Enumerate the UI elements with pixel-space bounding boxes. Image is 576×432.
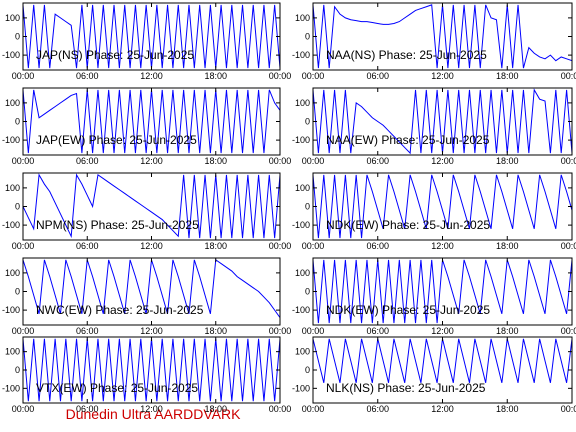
phase-line: [23, 173, 280, 239]
x-tick-label: 18:00: [204, 241, 227, 251]
panel-title: NPM(NS) Phase: 25-Jun-2025: [36, 218, 199, 232]
y-tick-label: 0: [305, 32, 310, 42]
x-tick-label: 18:00: [496, 241, 519, 251]
x-tick-label: 00:00: [561, 71, 576, 81]
panel-title: NAA(EW) Phase: 25-Jun-2025: [326, 133, 490, 147]
x-tick-label: 00:00: [302, 156, 325, 166]
panel: [313, 174, 572, 239]
x-tick-label: 06:00: [366, 404, 389, 414]
x-tick-label: 18:00: [496, 156, 519, 166]
panel-title: NAA(NS) Phase: 25-Jun-2025: [326, 48, 487, 62]
x-tick-label: 00:00: [561, 156, 576, 166]
x-tick-label: 00:00: [561, 326, 576, 336]
x-tick-label: 06:00: [76, 156, 99, 166]
phase-line: [313, 174, 572, 239]
x-tick-label: 12:00: [140, 156, 163, 166]
phase-line: [313, 338, 572, 383]
x-tick-label: 00:00: [269, 326, 292, 336]
panel-title: VTX(EW) Phase: 25-Jun-2025: [36, 381, 198, 395]
x-tick-label: 06:00: [366, 156, 389, 166]
x-tick-label: 00:00: [12, 156, 35, 166]
x-tick-label: 00:00: [269, 241, 292, 251]
x-tick-label: 00:00: [12, 71, 35, 81]
y-tick-label: -100: [2, 220, 20, 230]
y-tick-label: 0: [305, 287, 310, 297]
y-tick-label: -100: [292, 305, 310, 315]
panel-title: NWC(EW) Phase: 25-Jun-2025: [36, 303, 204, 317]
y-tick-label: 0: [305, 365, 310, 375]
y-tick-label: 100: [295, 183, 310, 193]
y-tick-label: 100: [5, 268, 20, 278]
x-tick-label: 06:00: [366, 241, 389, 251]
y-tick-label: -100: [2, 135, 20, 145]
footer: Dunedin Ultra AARDDVARK: [66, 406, 241, 422]
panel: [23, 173, 280, 239]
x-tick-label: 00:00: [269, 404, 292, 414]
x-tick-label: 06:00: [76, 71, 99, 81]
panel: [313, 338, 572, 383]
y-tick-label: 100: [5, 13, 20, 23]
x-tick-label: 06:00: [76, 326, 99, 336]
y-tick-label: 100: [295, 268, 310, 278]
x-tick-label: 12:00: [431, 241, 454, 251]
x-tick-label: 18:00: [496, 404, 519, 414]
panel-title: NDK(EW) Phase: 25-Jun-2025: [326, 218, 490, 232]
panel-title: NLK(NS) Phase: 25-Jun-2025: [326, 381, 486, 395]
y-tick-label: 100: [5, 183, 20, 193]
x-tick-label: 18:00: [496, 326, 519, 336]
x-tick-label: 06:00: [366, 326, 389, 336]
x-tick-label: 00:00: [302, 404, 325, 414]
x-tick-label: 18:00: [204, 156, 227, 166]
x-tick-label: 18:00: [204, 404, 227, 414]
y-tick-label: 0: [15, 32, 20, 42]
y-tick-label: 0: [305, 202, 310, 212]
x-tick-label: 00:00: [12, 326, 35, 336]
y-tick-label: 100: [295, 98, 310, 108]
y-tick-label: 100: [295, 347, 310, 357]
x-tick-label: 00:00: [302, 71, 325, 81]
panel-title: NDK(EW) Phase: 25-Jun-2025: [326, 303, 490, 317]
x-tick-label: 00:00: [12, 241, 35, 251]
x-tick-label: 18:00: [496, 71, 519, 81]
y-tick-label: -100: [292, 135, 310, 145]
panel-title: JAP(EW) Phase: 25-Jun-2025: [36, 133, 197, 147]
x-tick-label: 06:00: [76, 241, 99, 251]
y-tick-label: 0: [15, 365, 20, 375]
x-tick-label: 00:00: [302, 241, 325, 251]
x-tick-label: 18:00: [204, 71, 227, 81]
x-tick-label: 12:00: [431, 326, 454, 336]
x-tick-label: 12:00: [140, 71, 163, 81]
x-tick-label: 00:00: [12, 404, 35, 414]
panel-title: JAP(NS) Phase: 25-Jun-2025: [36, 48, 194, 62]
x-tick-label: 18:00: [204, 326, 227, 336]
y-tick-label: 100: [295, 13, 310, 23]
y-tick-label: 100: [5, 98, 20, 108]
x-tick-label: 12:00: [140, 404, 163, 414]
x-tick-label: 06:00: [76, 404, 99, 414]
y-tick-label: -100: [2, 50, 20, 60]
y-tick-label: -100: [2, 383, 20, 393]
y-tick-label: -100: [292, 220, 310, 230]
y-tick-label: 0: [305, 117, 310, 127]
y-tick-label: 0: [15, 117, 20, 127]
x-tick-label: 12:00: [140, 326, 163, 336]
x-tick-label: 06:00: [366, 71, 389, 81]
x-tick-label: 12:00: [431, 71, 454, 81]
y-tick-label: 0: [15, 287, 20, 297]
x-tick-label: 12:00: [431, 156, 454, 166]
y-tick-label: -100: [292, 383, 310, 393]
y-tick-label: -100: [292, 50, 310, 60]
y-tick-label: 100: [5, 347, 20, 357]
x-tick-label: 00:00: [269, 156, 292, 166]
x-tick-label: 12:00: [431, 404, 454, 414]
x-tick-label: 00:00: [302, 326, 325, 336]
x-tick-label: 00:00: [561, 404, 576, 414]
y-tick-label: -100: [2, 305, 20, 315]
x-tick-label: 00:00: [561, 241, 576, 251]
x-tick-label: 00:00: [269, 71, 292, 81]
x-tick-label: 12:00: [140, 241, 163, 251]
y-tick-label: 0: [15, 202, 20, 212]
